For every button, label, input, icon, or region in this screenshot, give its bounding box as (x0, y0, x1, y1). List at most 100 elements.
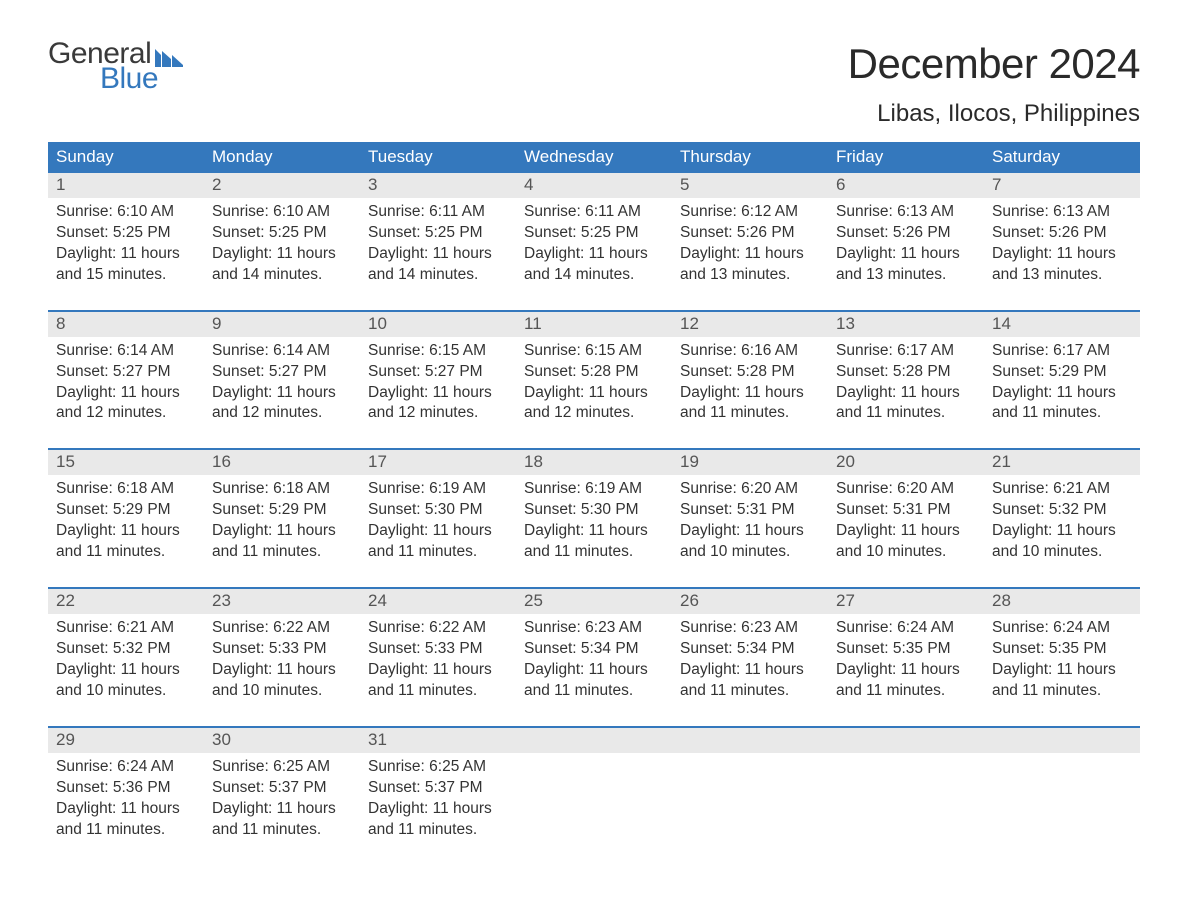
day1-text: Daylight: 11 hours (368, 521, 508, 542)
sunrise-text: Sunrise: 6:19 AM (368, 479, 508, 500)
sunrise-text: Sunrise: 6:22 AM (368, 618, 508, 639)
sunset-text: Sunset: 5:31 PM (836, 500, 976, 521)
sunset-text: Sunset: 5:34 PM (680, 639, 820, 660)
day-cell: Sunrise: 6:17 AMSunset: 5:29 PMDaylight:… (984, 337, 1140, 425)
sunset-text: Sunset: 5:27 PM (368, 362, 508, 383)
day1-text: Daylight: 11 hours (992, 521, 1132, 542)
day2-text: and 14 minutes. (524, 265, 664, 286)
day-number-row: 15161718192021 (48, 450, 1140, 475)
sunset-text: Sunset: 5:32 PM (56, 639, 196, 660)
sunrise-text: Sunrise: 6:25 AM (368, 757, 508, 778)
day2-text: and 11 minutes. (680, 681, 820, 702)
day-cell: Sunrise: 6:14 AMSunset: 5:27 PMDaylight:… (48, 337, 204, 425)
day-cell: Sunrise: 6:19 AMSunset: 5:30 PMDaylight:… (360, 475, 516, 563)
day-number: 1 (48, 173, 204, 198)
week-block: 15161718192021Sunrise: 6:18 AMSunset: 5:… (48, 450, 1140, 563)
day1-text: Daylight: 11 hours (212, 660, 352, 681)
sunset-text: Sunset: 5:35 PM (992, 639, 1132, 660)
sunrise-text: Sunrise: 6:14 AM (56, 341, 196, 362)
day2-text: and 11 minutes. (836, 403, 976, 424)
week-block: 22232425262728Sunrise: 6:21 AMSunset: 5:… (48, 589, 1140, 702)
day-cell: Sunrise: 6:25 AMSunset: 5:37 PMDaylight:… (360, 753, 516, 841)
day2-text: and 11 minutes. (212, 542, 352, 563)
day-number: 30 (204, 728, 360, 753)
sunrise-text: Sunrise: 6:10 AM (212, 202, 352, 223)
day-cell: Sunrise: 6:18 AMSunset: 5:29 PMDaylight:… (48, 475, 204, 563)
day2-text: and 10 minutes. (836, 542, 976, 563)
day2-text: and 15 minutes. (56, 265, 196, 286)
day-number-row: 22232425262728 (48, 589, 1140, 614)
day-number: 14 (984, 312, 1140, 337)
sunset-text: Sunset: 5:34 PM (524, 639, 664, 660)
day-number-row: 1234567 (48, 173, 1140, 198)
day-number: 7 (984, 173, 1140, 198)
sunset-text: Sunset: 5:32 PM (992, 500, 1132, 521)
day-number: 4 (516, 173, 672, 198)
flag-icon (155, 47, 183, 67)
sunset-text: Sunset: 5:30 PM (368, 500, 508, 521)
day-cell: Sunrise: 6:24 AMSunset: 5:35 PMDaylight:… (984, 614, 1140, 702)
day1-text: Daylight: 11 hours (836, 383, 976, 404)
sunrise-text: Sunrise: 6:21 AM (992, 479, 1132, 500)
day2-text: and 12 minutes. (212, 403, 352, 424)
day2-text: and 11 minutes. (524, 681, 664, 702)
sunset-text: Sunset: 5:35 PM (836, 639, 976, 660)
day2-text: and 11 minutes. (56, 820, 196, 841)
day-cell: Sunrise: 6:11 AMSunset: 5:25 PMDaylight:… (360, 198, 516, 286)
day-number-row: 293031 (48, 728, 1140, 753)
title-block: December 2024 Libas, Ilocos, Philippines (848, 40, 1140, 128)
day2-text: and 11 minutes. (836, 681, 976, 702)
day1-text: Daylight: 11 hours (836, 521, 976, 542)
day1-text: Daylight: 11 hours (524, 521, 664, 542)
day-cell: Sunrise: 6:10 AMSunset: 5:25 PMDaylight:… (48, 198, 204, 286)
sunrise-text: Sunrise: 6:14 AM (212, 341, 352, 362)
day2-text: and 10 minutes. (56, 681, 196, 702)
day-number (828, 728, 984, 753)
weekday-header: Sunday (48, 142, 204, 173)
day-cell: Sunrise: 6:23 AMSunset: 5:34 PMDaylight:… (672, 614, 828, 702)
day-cell: Sunrise: 6:13 AMSunset: 5:26 PMDaylight:… (828, 198, 984, 286)
day2-text: and 12 minutes. (368, 403, 508, 424)
day-number: 24 (360, 589, 516, 614)
sunrise-text: Sunrise: 6:18 AM (212, 479, 352, 500)
day-number: 20 (828, 450, 984, 475)
day1-text: Daylight: 11 hours (992, 660, 1132, 681)
day1-text: Daylight: 11 hours (56, 799, 196, 820)
day-cell: Sunrise: 6:23 AMSunset: 5:34 PMDaylight:… (516, 614, 672, 702)
weekday-header: Tuesday (360, 142, 516, 173)
sunrise-text: Sunrise: 6:20 AM (680, 479, 820, 500)
day-number: 8 (48, 312, 204, 337)
day-cell: Sunrise: 6:22 AMSunset: 5:33 PMDaylight:… (204, 614, 360, 702)
sunrise-text: Sunrise: 6:16 AM (680, 341, 820, 362)
day-cell: Sunrise: 6:20 AMSunset: 5:31 PMDaylight:… (828, 475, 984, 563)
day-number: 13 (828, 312, 984, 337)
sunset-text: Sunset: 5:25 PM (368, 223, 508, 244)
week-content-row: Sunrise: 6:10 AMSunset: 5:25 PMDaylight:… (48, 198, 1140, 286)
day-number: 17 (360, 450, 516, 475)
sunset-text: Sunset: 5:33 PM (368, 639, 508, 660)
day-number: 9 (204, 312, 360, 337)
day2-text: and 11 minutes. (524, 542, 664, 563)
day1-text: Daylight: 11 hours (680, 660, 820, 681)
day-number: 12 (672, 312, 828, 337)
day1-text: Daylight: 11 hours (524, 383, 664, 404)
day-number: 29 (48, 728, 204, 753)
day1-text: Daylight: 11 hours (992, 383, 1132, 404)
day-number: 21 (984, 450, 1140, 475)
sunset-text: Sunset: 5:30 PM (524, 500, 664, 521)
day1-text: Daylight: 11 hours (368, 660, 508, 681)
sunrise-text: Sunrise: 6:11 AM (368, 202, 508, 223)
day1-text: Daylight: 11 hours (836, 660, 976, 681)
day-number: 15 (48, 450, 204, 475)
header-row: General Blue December 2024 Libas, Ilocos… (48, 40, 1140, 128)
day2-text: and 10 minutes. (680, 542, 820, 563)
sunrise-text: Sunrise: 6:17 AM (992, 341, 1132, 362)
day-cell: Sunrise: 6:12 AMSunset: 5:26 PMDaylight:… (672, 198, 828, 286)
day1-text: Daylight: 11 hours (212, 799, 352, 820)
day2-text: and 10 minutes. (212, 681, 352, 702)
sunset-text: Sunset: 5:25 PM (524, 223, 664, 244)
sunrise-text: Sunrise: 6:25 AM (212, 757, 352, 778)
day2-text: and 13 minutes. (992, 265, 1132, 286)
day2-text: and 13 minutes. (836, 265, 976, 286)
day-number: 6 (828, 173, 984, 198)
